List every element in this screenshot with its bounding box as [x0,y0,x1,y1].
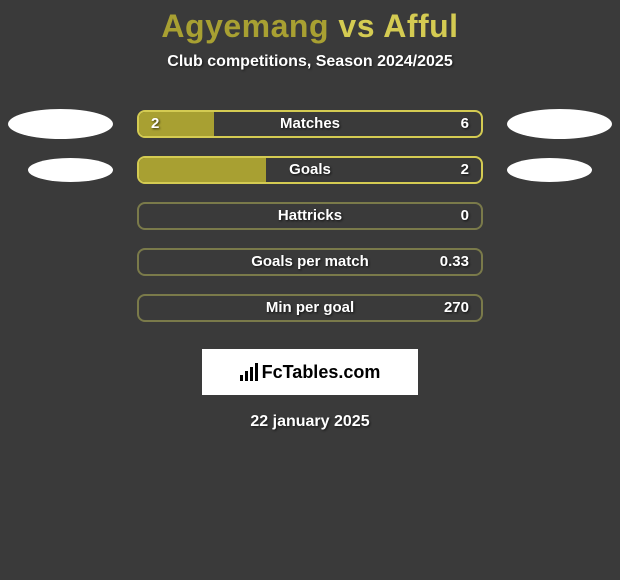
stat-row: 2Matches6 [0,101,620,147]
stat-label: Goals [139,158,481,182]
stat-right-value: 0 [461,204,469,228]
stat-label: Hattricks [139,204,481,228]
stats-area: 2Matches6Goals2Hattricks0Goals per match… [0,101,620,331]
subtitle: Club competitions, Season 2024/2025 [0,53,620,71]
stat-row: Hattricks0 [0,193,620,239]
date: 22 january 2025 [0,413,620,431]
stat-row: Goals2 [0,147,620,193]
stat-bar: Goals2 [137,156,483,184]
stat-right-value: 6 [461,112,469,136]
logo-text: FcTables.com [262,362,381,383]
stat-row: Goals per match0.33 [0,239,620,285]
player1-badge [8,109,113,139]
player1-badge [28,158,113,182]
stat-label: Goals per match [139,250,481,274]
stat-right-value: 2 [461,158,469,182]
logo: FcTables.com [240,362,381,383]
logo-box: FcTables.com [202,349,418,395]
stat-label: Matches [139,112,481,136]
player2-badge [507,158,592,182]
stat-right-value: 270 [444,296,469,320]
player1-name: Agyemang [161,8,329,44]
chart-icon [240,363,258,381]
stat-bar: Min per goal270 [137,294,483,322]
stat-label: Min per goal [139,296,481,320]
player2-badge [507,109,612,139]
stat-bar: 2Matches6 [137,110,483,138]
page-title: Agyemang vs Afful [0,0,620,45]
player2-name: Afful [383,8,458,44]
vs-text: vs [329,8,383,44]
stat-bar: Hattricks0 [137,202,483,230]
stat-right-value: 0.33 [440,250,469,274]
stat-row: Min per goal270 [0,285,620,331]
stat-bar: Goals per match0.33 [137,248,483,276]
